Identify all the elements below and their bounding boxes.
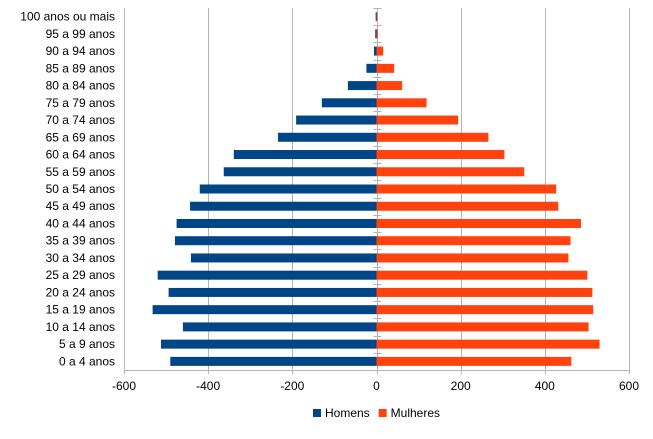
bar-homens-2 xyxy=(182,322,377,332)
bar-mulheres-12 xyxy=(376,150,505,160)
y-category-label: 50 a 54 anos xyxy=(46,182,115,196)
bar-homens-15 xyxy=(321,98,377,108)
bar-homens-16 xyxy=(347,81,377,91)
y-category-label: 90 a 94 anos xyxy=(46,44,115,58)
bar-homens-3 xyxy=(152,305,377,315)
bar-mulheres-9 xyxy=(376,201,559,211)
bars-layer xyxy=(152,12,600,366)
y-category-label: 40 a 44 anos xyxy=(46,216,115,230)
y-category-label: 55 a 59 anos xyxy=(46,165,115,179)
bar-homens-13 xyxy=(278,132,377,142)
bar-mulheres-13 xyxy=(376,132,489,142)
bar-mulheres-16 xyxy=(376,81,403,91)
bar-mulheres-0 xyxy=(376,356,572,366)
legend-label: Homens xyxy=(325,406,370,420)
bar-mulheres-2 xyxy=(376,322,589,332)
y-category-label: 95 a 99 anos xyxy=(46,27,115,41)
x-tick-label: -400 xyxy=(196,379,220,393)
bar-mulheres-18 xyxy=(376,46,384,56)
bar-mulheres-1 xyxy=(376,339,600,349)
y-category-label: 100 anos ou mais xyxy=(20,10,115,24)
bar-homens-11 xyxy=(223,167,377,177)
bar-mulheres-10 xyxy=(376,184,557,194)
bar-homens-9 xyxy=(190,201,377,211)
bar-homens-17 xyxy=(366,63,377,73)
bar-mulheres-15 xyxy=(376,98,427,108)
legend-item-homens: Homens xyxy=(312,406,370,420)
axis-layer xyxy=(124,8,629,371)
y-category-label: 70 a 74 anos xyxy=(46,113,115,127)
y-category-label: 85 a 89 anos xyxy=(46,61,115,75)
y-category-label: 30 a 34 anos xyxy=(46,251,115,265)
bar-homens-5 xyxy=(157,270,377,280)
y-category-label: 80 a 84 anos xyxy=(46,79,115,93)
bar-homens-8 xyxy=(176,218,377,228)
bar-homens-6 xyxy=(190,253,377,263)
y-category-label: 45 a 49 anos xyxy=(46,199,115,213)
x-tick-label: 600 xyxy=(619,379,639,393)
bar-homens-7 xyxy=(174,236,377,246)
y-category-label: 35 a 39 anos xyxy=(46,234,115,248)
bar-homens-14 xyxy=(296,115,377,125)
bar-homens-10 xyxy=(199,184,377,194)
y-category-label: 0 a 4 anos xyxy=(59,354,115,368)
legend-swatch xyxy=(378,409,387,417)
x-tick-label: 0 xyxy=(373,379,380,393)
bar-mulheres-6 xyxy=(376,253,569,263)
bar-mulheres-5 xyxy=(376,270,588,280)
bar-homens-18 xyxy=(373,46,377,56)
legend-swatch xyxy=(312,409,321,417)
bar-homens-20 xyxy=(375,12,377,22)
legend-item-mulheres: Mulheres xyxy=(378,406,440,420)
y-category-label: 10 a 14 anos xyxy=(46,320,115,334)
bar-mulheres-3 xyxy=(376,305,594,315)
y-category-label: 75 a 79 anos xyxy=(46,96,115,110)
y-category-label: 65 a 69 anos xyxy=(46,130,115,144)
x-tick-label: -200 xyxy=(280,379,304,393)
bar-homens-0 xyxy=(170,356,377,366)
bar-homens-1 xyxy=(161,339,377,349)
bar-mulheres-19 xyxy=(376,29,378,39)
labels-layer: -600 -400 -200 0 200 400 600 0 a 4 anos 5 a 9 an… xyxy=(20,10,639,393)
bar-mulheres-8 xyxy=(376,218,582,228)
y-category-label: 60 a 64 anos xyxy=(46,148,115,162)
legend: Homens Mulheres xyxy=(312,406,440,420)
x-tick-label: -600 xyxy=(112,379,136,393)
x-tick-label: 400 xyxy=(535,379,555,393)
bar-homens-4 xyxy=(168,287,377,297)
y-category-label: 5 a 9 anos xyxy=(59,337,115,351)
y-category-label: 25 a 29 anos xyxy=(46,268,115,282)
bar-homens-19 xyxy=(375,29,377,39)
bar-mulheres-17 xyxy=(376,63,395,73)
y-category-label: 15 a 19 anos xyxy=(46,303,115,317)
bar-homens-12 xyxy=(233,150,377,160)
bar-mulheres-4 xyxy=(376,287,593,297)
bar-mulheres-20 xyxy=(376,12,378,22)
bar-mulheres-11 xyxy=(376,167,525,177)
bar-mulheres-14 xyxy=(376,115,459,125)
bar-mulheres-7 xyxy=(376,236,571,246)
legend-label: Mulheres xyxy=(391,406,440,420)
x-tick-label: 200 xyxy=(451,379,471,393)
y-category-label: 20 a 24 anos xyxy=(46,285,115,299)
